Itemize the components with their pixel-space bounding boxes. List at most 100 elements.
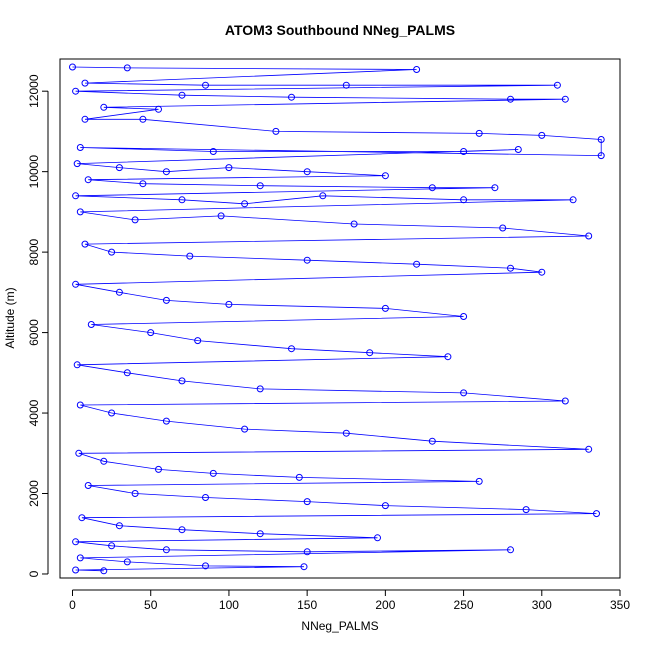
- y-tick-label: 10000: [27, 155, 41, 189]
- data-point: [319, 192, 327, 200]
- y-axis-label: Altitude (m): [3, 287, 17, 348]
- series-line: [72, 66, 602, 572]
- data-point: [81, 240, 89, 248]
- data-point: [241, 200, 249, 208]
- y-tick-label: 2000: [27, 480, 41, 507]
- data-point: [162, 296, 170, 304]
- y-tick-label: 4000: [27, 399, 41, 426]
- data-point: [374, 534, 381, 542]
- data-point: [256, 530, 264, 538]
- data-point: [597, 136, 605, 143]
- data-point: [178, 196, 186, 204]
- data-point: [569, 196, 577, 204]
- data-point: [303, 256, 311, 264]
- data-point: [100, 103, 108, 111]
- data-point: [123, 369, 131, 377]
- data-point: [209, 148, 217, 155]
- data-point: [381, 304, 389, 312]
- data-point: [381, 172, 389, 180]
- data-point: [73, 160, 81, 168]
- data-point: [194, 337, 202, 345]
- data-point: [72, 566, 80, 574]
- plot-layer: [69, 63, 605, 575]
- data-point: [72, 192, 80, 200]
- data-point: [76, 208, 84, 216]
- data-point: [561, 397, 569, 405]
- data-point: [538, 131, 546, 139]
- data-point: [178, 377, 186, 385]
- data-point: [507, 546, 514, 554]
- data-point: [202, 562, 209, 570]
- data-point: [444, 353, 452, 361]
- data-point: [475, 129, 483, 137]
- data-point: [593, 510, 600, 518]
- data-point: [162, 168, 170, 176]
- data-point: [303, 498, 311, 506]
- data-point: [139, 180, 147, 188]
- data-point: [522, 506, 530, 514]
- data-point: [460, 389, 468, 397]
- x-tick-label: 100: [219, 598, 239, 612]
- data-point: [553, 81, 561, 89]
- y-tick-label: 0: [27, 570, 41, 577]
- data-point: [131, 216, 139, 224]
- data-point: [84, 482, 92, 489]
- x-tick-label: 0: [69, 598, 76, 612]
- data-point: [295, 473, 303, 481]
- y-tick-label: 6000: [27, 319, 41, 346]
- x-tick-label: 350: [610, 598, 630, 612]
- data-point: [78, 514, 86, 522]
- data-point: [100, 457, 108, 465]
- data-point: [225, 164, 233, 172]
- data-point: [428, 184, 436, 192]
- data-point: [585, 445, 593, 453]
- data-point: [115, 164, 123, 172]
- data-point: [72, 87, 80, 95]
- data-point: [300, 563, 308, 571]
- data-point: [87, 321, 95, 328]
- data-point: [147, 329, 155, 337]
- data-point: [460, 148, 468, 155]
- y-tick-label: 8000: [27, 238, 41, 265]
- data-point: [123, 64, 131, 72]
- data-point: [73, 361, 81, 369]
- data-point: [108, 409, 116, 417]
- data-point: [108, 542, 116, 550]
- data-point: [155, 465, 162, 473]
- data-point: [115, 522, 123, 530]
- data-point: [76, 554, 84, 562]
- data-point: [413, 260, 421, 268]
- y-axis: 0 2000 4000 6000 8000 10000 12000: [27, 74, 49, 577]
- data-point: [538, 268, 546, 276]
- data-point: [202, 81, 209, 89]
- data-point: [139, 115, 147, 123]
- x-tick-label: 300: [532, 598, 552, 612]
- data-point: [288, 345, 295, 353]
- data-point: [507, 95, 514, 103]
- data-point: [186, 252, 194, 260]
- y-tick-label: 12000: [27, 74, 41, 108]
- data-point: [178, 91, 186, 99]
- data-point: [162, 417, 170, 425]
- data-point: [475, 477, 483, 485]
- data-point: [342, 81, 350, 89]
- data-point: [303, 168, 311, 176]
- data-point: [241, 425, 249, 433]
- data-point: [225, 300, 233, 308]
- data-point: [256, 182, 264, 190]
- data-point: [303, 548, 311, 556]
- data-point: [75, 449, 83, 457]
- x-tick-label: 200: [375, 598, 395, 612]
- data-point: [72, 280, 80, 288]
- data-point: [72, 538, 80, 546]
- data-point: [342, 429, 350, 437]
- data-point: [100, 567, 108, 575]
- data-point: [507, 264, 514, 272]
- data-point: [585, 232, 593, 240]
- data-point: [76, 401, 84, 409]
- data-point: [499, 224, 507, 232]
- data-point: [202, 494, 209, 501]
- data-point: [115, 288, 123, 296]
- data-point: [162, 546, 170, 554]
